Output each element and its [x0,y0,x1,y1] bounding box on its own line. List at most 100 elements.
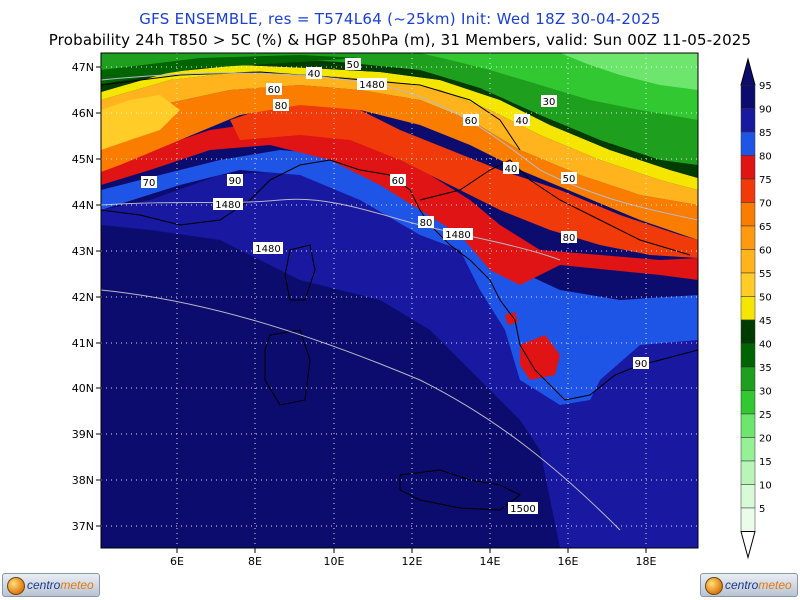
colorbar-swatch [740,437,756,462]
field-80 [101,120,698,285]
field-70 [101,85,698,240]
field-25 [560,53,698,90]
colorbar-label: 10 [759,481,772,492]
colorbar-swatch [740,131,756,156]
prob-label: 70 [141,176,157,189]
svg-text:80: 80 [420,218,433,229]
colorbar-label: 60 [759,246,772,257]
colorbar-swatch [740,272,756,297]
field-40 [101,55,360,84]
prob-label: 60 [463,114,479,127]
field-90b [600,350,698,440]
prob-label: 60 [390,174,406,187]
lat-label: 40N [72,382,94,395]
prob-label: 90 [227,174,243,187]
colorbar-label: 35 [759,363,772,374]
prob-label: 80 [418,216,434,229]
lon-label: 16E [558,555,579,568]
field-75 [230,100,698,258]
svg-text:1480: 1480 [359,80,384,91]
colorbar-label: 70 [759,199,772,210]
svg-text:30: 30 [543,97,556,108]
colorbar-label: 45 [759,316,772,327]
colorbar-swatch [740,460,756,485]
lat-label: 45N [72,153,94,166]
colorbar-label: 5 [759,504,765,515]
lon-label: 8E [248,555,262,568]
globe-icon [705,577,723,595]
prob-label: 80 [273,99,289,112]
logo-text-2: meteo [758,578,792,592]
svg-text:60: 60 [268,85,281,96]
hgp-label: 1480 [253,242,283,255]
svg-text:70: 70 [143,178,156,189]
field-80c [505,312,518,325]
colorbar-swatch [740,413,756,438]
probability-field [101,53,698,548]
lon-label: 18E [636,555,657,568]
colorbar-swatch [740,155,756,180]
svg-text:60: 60 [465,116,478,127]
colorbar-label: 50 [759,293,772,304]
field-55 [101,95,180,150]
colorbar-label: 65 [759,222,772,233]
logo-text-2: meteo [60,578,94,592]
colorbar: 95 90 85 80 75 70 65 60 55 50 45 40 35 30 25 20 15 10 5 [740,57,772,560]
colorbar-label: 85 [759,128,772,139]
lat-label: 47N [72,61,94,74]
svg-text:1500: 1500 [510,504,535,515]
colorbar-swatch [740,84,756,109]
colorbar-label: 40 [759,340,772,351]
colorbar-label: 55 [759,269,772,280]
lon-label: 10E [324,555,345,568]
colorbar-swatch [740,343,756,368]
lat-label: 41N [72,337,94,350]
hgp-labels: 1480 1480 1480 1480 1500 [213,78,538,515]
colorbar-swatch [740,225,756,250]
svg-text:50: 50 [347,60,360,71]
prob-label: 60 [266,83,282,96]
svg-text:1480: 1480 [445,230,470,241]
centromete-logo-right[interactable]: centrometeo [700,573,798,597]
colorbar-label: 20 [759,434,772,445]
lat-axis: 47N 46N 45N 44N 43N 42N 41N 40N 39N 38N … [72,61,101,533]
lat-label: 39N [72,428,94,441]
svg-text:90: 90 [229,176,242,187]
hgp-label: 1480 [443,228,473,241]
hgp-label: 1480 [357,78,387,91]
colorbar-swatch [740,319,756,344]
colorbar-label: 90 [759,105,772,116]
prob-labels: 40 50 60 80 70 90 60 60 40 30 40 50 80 8… [141,58,649,370]
colorbar-label: 15 [759,457,772,468]
colorbar-arrow-top [740,57,756,86]
prob-label: 30 [541,95,557,108]
colorbar-label: 80 [759,152,772,163]
centromete-logo-left[interactable]: centrometeo [2,573,100,597]
field-90 [101,170,698,548]
svg-text:50: 50 [563,174,576,185]
globe-icon [7,577,25,595]
chart-subtitle: Probability 24h T850 > 5C (%) & HGP 850h… [48,31,752,49]
prob-label: 90 [633,357,649,370]
logo-text-1: centro [725,578,759,592]
prob-label: 60 [467,159,483,172]
lon-label: 6E [170,555,184,568]
chart-title: GFS ENSEMBLE, res = T574L64 (~25km) Init… [139,10,661,28]
colorbar-swatch [740,178,756,203]
logo-text-1: centro [27,578,61,592]
svg-text:90: 90 [635,359,648,370]
lon-label: 14E [480,555,501,568]
colorbar-swatch [740,296,756,321]
svg-text:40: 40 [516,116,529,127]
lat-label: 43N [72,245,94,258]
colorbar-label: 30 [759,387,772,398]
colorbar-label: 25 [759,410,772,421]
colorbar-swatch [740,484,756,509]
lat-label: 38N [72,474,94,487]
colorbar-label: 95 [759,81,772,92]
map-frame [100,52,699,549]
lon-label: 12E [402,555,423,568]
lat-label: 37N [72,520,94,533]
prob-label: 80 [561,231,577,244]
